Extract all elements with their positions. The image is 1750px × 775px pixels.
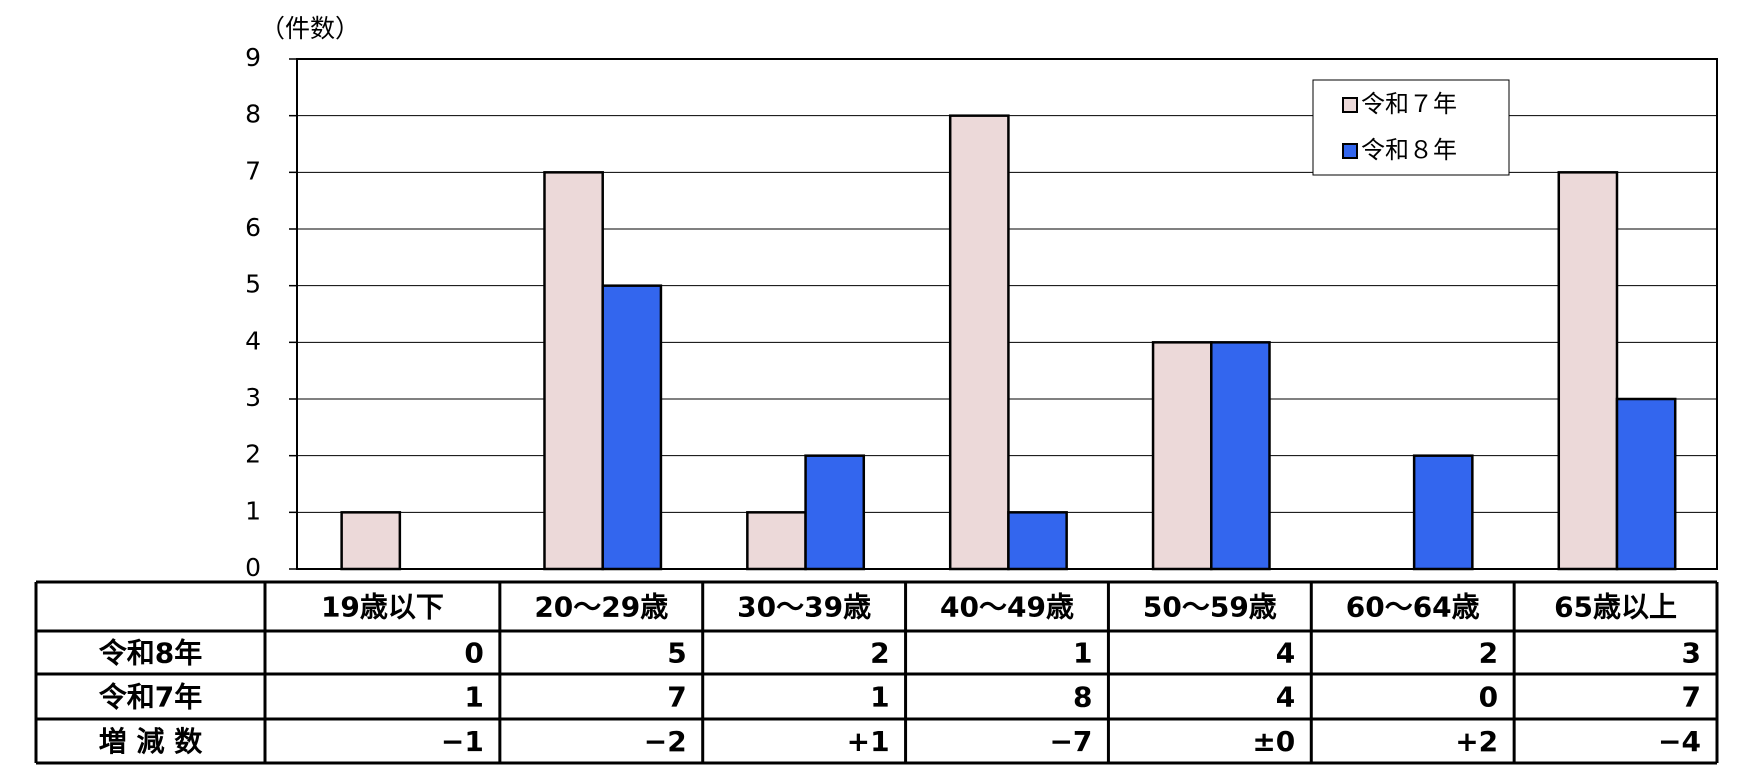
table-cell: 5 (667, 637, 686, 670)
x-tick-label: 40～49歳 (940, 591, 1074, 624)
x-tick-label: 60～64歳 (1346, 591, 1480, 624)
x-tick-label: 19歳以下 (321, 591, 444, 624)
table-cell: 4 (1276, 637, 1295, 670)
table-cell: 8 (1073, 681, 1092, 714)
table-cell: −2 (644, 725, 687, 758)
y-tick-label: 6 (245, 213, 261, 242)
table-row-label: 令和7年 (99, 681, 202, 714)
x-tick-label: 50～59歳 (1143, 591, 1277, 624)
x-tick-label: 30～39歳 (737, 591, 871, 624)
bar (1151, 341, 1213, 571)
bar (340, 511, 402, 571)
table-row-label: 令和8年 (99, 637, 202, 670)
table-cell: +2 (1455, 725, 1498, 758)
y-tick-label: 3 (245, 383, 261, 412)
bar (746, 511, 807, 571)
table-cell: 4 (1276, 681, 1295, 714)
legend-box (1312, 79, 1510, 176)
table-cell: 7 (1682, 681, 1701, 714)
legend-label: 令和７年 (1361, 90, 1457, 118)
bar (1210, 341, 1271, 571)
x-tick-label: 20～29歳 (534, 591, 668, 624)
table-cell: 3 (1682, 637, 1701, 670)
bar (1615, 397, 1677, 571)
y-tick-label: 8 (245, 100, 261, 129)
y-tick-label: 2 (245, 440, 261, 469)
y-tick-label: 0 (245, 553, 261, 582)
table-cell: 0 (464, 637, 483, 670)
table-cell: 1 (870, 681, 889, 714)
bar (1557, 171, 1619, 571)
x-tick-label: 65歳以上 (1554, 591, 1677, 624)
table-cell: 2 (870, 637, 889, 670)
bar (1412, 454, 1474, 571)
bar (601, 284, 663, 571)
y-axis-label: （件数） (260, 14, 360, 43)
table-cell: 1 (464, 681, 483, 714)
bar (1007, 511, 1068, 571)
bar (543, 171, 604, 571)
table-row-label: 増 減 数 (99, 725, 203, 758)
bar (804, 454, 866, 571)
table-cell: −7 (1049, 725, 1092, 758)
table-cell: ±0 (1252, 725, 1295, 758)
y-tick-label: 9 (245, 43, 261, 72)
y-tick-label: 7 (245, 156, 261, 185)
table-cell: −1 (441, 725, 484, 758)
table-cell: 7 (667, 681, 686, 714)
y-tick-label: 4 (245, 326, 261, 355)
legend-label: 令和８年 (1361, 136, 1457, 164)
table-cell: +1 (847, 725, 890, 758)
legend-swatch (1342, 143, 1358, 159)
bar (948, 114, 1010, 571)
table-cell: 1 (1073, 637, 1092, 670)
legend-swatch (1342, 97, 1358, 113)
y-tick-label: 1 (245, 496, 261, 525)
table-cell: 0 (1479, 681, 1498, 714)
table-cell: 2 (1479, 637, 1498, 670)
table-cell: −4 (1658, 725, 1701, 758)
y-tick-label: 5 (245, 270, 261, 299)
